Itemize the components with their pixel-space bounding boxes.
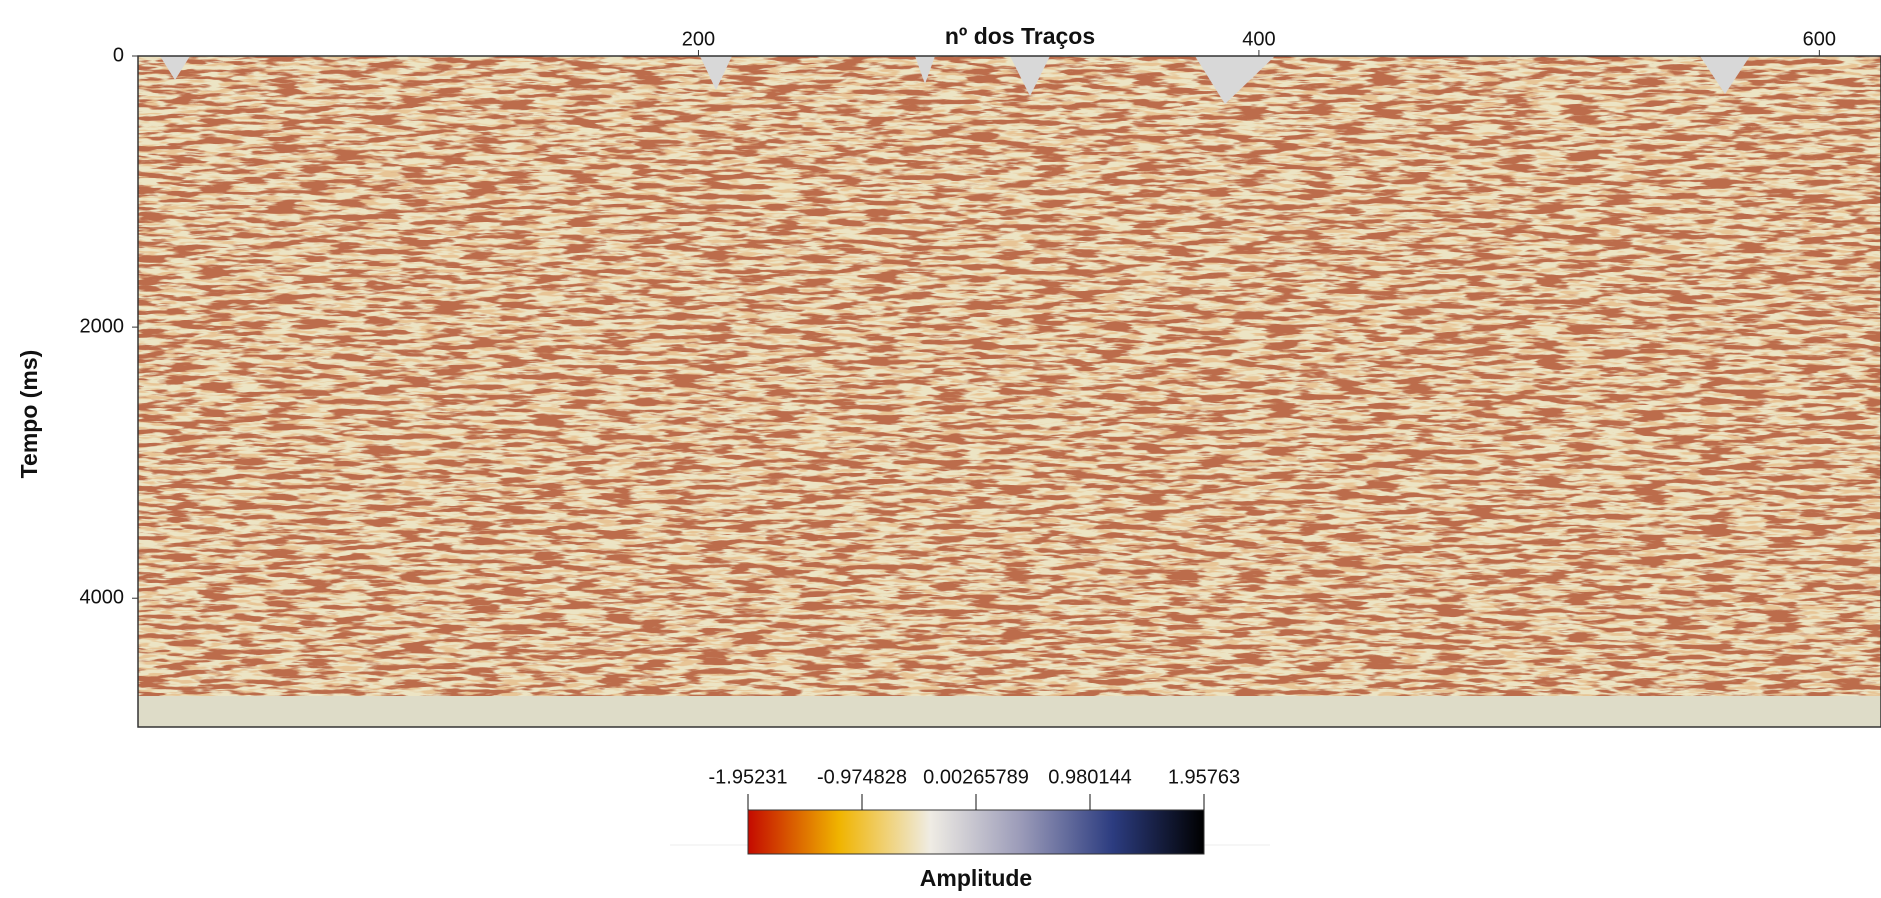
y-tick-label: 4000: [80, 587, 125, 609]
y-tick-label: 2000: [80, 315, 125, 337]
x-tick-label: 200: [682, 28, 715, 50]
colorbar-tick-label: 0.980144: [1048, 766, 1131, 788]
colorbar-label: Amplitude: [920, 865, 1032, 891]
chart: nº dos Traços Tempo (ms) Amplitude 200 40…: [0, 0, 1881, 898]
colorbar-tick-label: 1.95763: [1168, 766, 1240, 788]
colorbar-tick-label: -0.974828: [817, 766, 907, 788]
y-tick-label: 0: [113, 44, 124, 66]
chart-title: nº dos Traços: [945, 23, 1095, 49]
image-bottom: [138, 696, 1881, 727]
x-tick-label: 400: [1242, 28, 1275, 50]
colorbar-tick-label: -1.95231: [709, 766, 788, 788]
colorbar-tick-label: 0.00265789: [923, 766, 1029, 788]
x-tick-label: 600: [1803, 28, 1836, 50]
seismic-image: [138, 56, 1881, 727]
image-texture: [138, 56, 1881, 696]
colorbar: [748, 810, 1204, 854]
y-axis-label: Tempo (ms): [16, 350, 42, 479]
